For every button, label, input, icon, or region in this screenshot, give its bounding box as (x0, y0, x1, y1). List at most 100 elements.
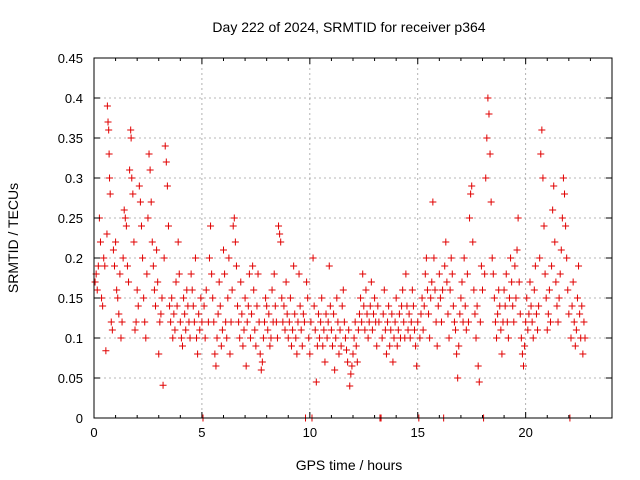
data-point (489, 270, 497, 278)
data-point (232, 262, 240, 270)
data-point (291, 310, 299, 318)
data-point (281, 326, 289, 334)
data-point (418, 294, 426, 302)
data-point (136, 198, 144, 206)
data-point (181, 310, 189, 318)
data-point (362, 286, 370, 294)
data-point (353, 358, 361, 366)
data-point (567, 334, 575, 342)
data-point (168, 294, 176, 302)
data-point (171, 326, 179, 334)
data-point (348, 362, 356, 370)
data-point (531, 262, 539, 270)
data-point (426, 334, 434, 342)
data-point (287, 342, 295, 350)
data-point (542, 294, 550, 302)
data-point (103, 230, 111, 238)
data-point (221, 270, 229, 278)
data-point (324, 318, 332, 326)
data-point (146, 166, 154, 174)
data-point (419, 326, 427, 334)
data-point (290, 262, 298, 270)
data-point (164, 222, 172, 230)
data-point (509, 302, 517, 310)
data-point (263, 302, 271, 310)
data-point (244, 302, 252, 310)
data-point (293, 350, 301, 358)
data-point (265, 310, 273, 318)
data-point (460, 254, 468, 262)
data-point (196, 326, 204, 334)
data-point (311, 326, 319, 334)
data-point (178, 342, 186, 350)
data-point (202, 286, 210, 294)
data-point (573, 294, 581, 302)
data-point (528, 318, 536, 326)
data-point (128, 174, 136, 182)
data-point (253, 302, 261, 310)
data-point (580, 318, 588, 326)
data-point (549, 206, 557, 214)
data-point (441, 262, 449, 270)
data-point (473, 302, 481, 310)
data-point (258, 358, 266, 366)
data-point (561, 190, 569, 198)
data-point (159, 381, 167, 389)
data-point (162, 158, 170, 166)
data-point (156, 318, 164, 326)
data-point (548, 262, 556, 270)
data-point (430, 254, 438, 262)
tick-labels: 0 5 10 15 20 0 0.05 0.1 0.15 0.2 0.25 0.3 0.35 0.4 0.4… (58, 51, 533, 440)
data-point (576, 310, 584, 318)
data-point (504, 334, 512, 342)
data-point (404, 326, 412, 334)
data-point (158, 294, 166, 302)
data-point (569, 278, 577, 286)
data-points (91, 94, 589, 422)
data-point (209, 294, 217, 302)
data-point (518, 350, 526, 358)
x-tick-label: 15 (411, 425, 425, 440)
y-axis-title: SRMTID / TECUs (5, 183, 21, 293)
data-point (463, 270, 471, 278)
data-point (414, 318, 422, 326)
data-point (476, 318, 484, 326)
y-tick-label: 0.3 (65, 171, 83, 186)
data-point (108, 326, 116, 334)
data-point (515, 278, 523, 286)
data-point (268, 286, 276, 294)
data-point (344, 358, 352, 366)
data-point (393, 342, 401, 350)
data-point (236, 334, 244, 342)
data-point (234, 302, 242, 310)
data-point (497, 326, 505, 334)
data-point (436, 294, 444, 302)
data-point (523, 294, 531, 302)
data-point (427, 294, 435, 302)
data-point (224, 294, 232, 302)
data-point (537, 150, 545, 158)
data-point (155, 350, 163, 358)
data-point (503, 318, 511, 326)
data-point (456, 310, 464, 318)
y-tick-label: 0.25 (58, 211, 83, 226)
data-point (129, 190, 137, 198)
data-point (341, 334, 349, 342)
data-point (541, 270, 549, 278)
data-point (370, 310, 378, 318)
data-point (374, 302, 382, 310)
data-point (494, 310, 502, 318)
data-point (544, 310, 552, 318)
data-point (467, 190, 475, 198)
data-point (309, 254, 317, 262)
data-point (563, 254, 571, 262)
data-point (267, 334, 275, 342)
data-point (349, 350, 357, 358)
data-point (157, 310, 165, 318)
data-point (316, 334, 324, 342)
data-point (387, 326, 395, 334)
data-point (579, 350, 587, 358)
data-point (382, 350, 390, 358)
data-point (306, 350, 314, 358)
